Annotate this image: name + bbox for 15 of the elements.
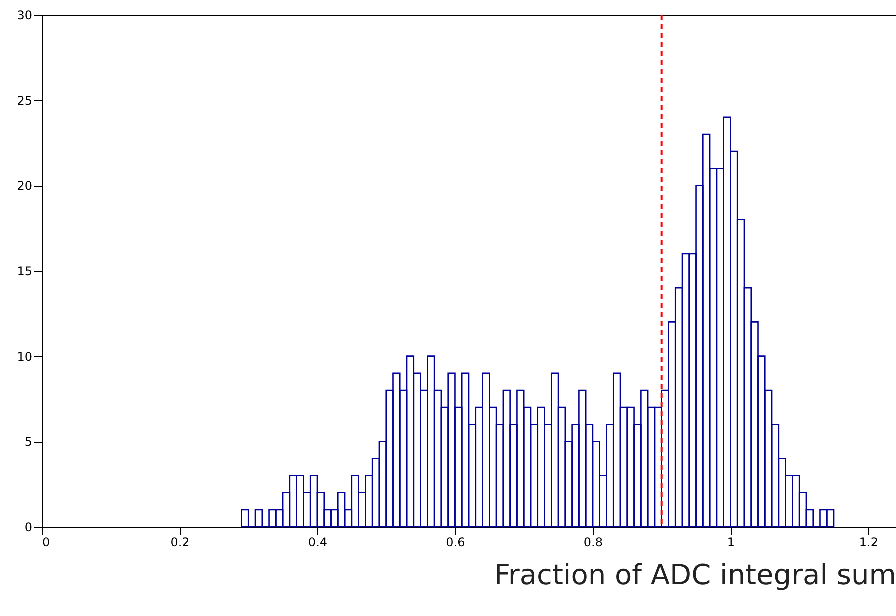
x-tick-label: 1.2 [859, 536, 878, 550]
y-tick-label: 0 [24, 520, 32, 534]
y-tick-label: 15 [17, 264, 32, 278]
y-tick-label: 25 [17, 94, 32, 108]
x-tick-label: 0.6 [446, 536, 466, 550]
y-tick-label: 30 [17, 8, 32, 22]
x-axis-title: Fraction of ADC integral sum [494, 558, 896, 592]
x-tick-label: 0 [42, 536, 50, 550]
y-tick-label: 10 [17, 350, 32, 364]
x-tick-label: 0.2 [170, 536, 190, 550]
x-tick-label: 1 [727, 536, 736, 550]
y-tick-label: 5 [24, 435, 32, 450]
x-tick-label: 0.4 [308, 536, 328, 550]
x-tick-label: 0.8 [584, 536, 604, 550]
y-tick-label: 20 [17, 179, 32, 194]
